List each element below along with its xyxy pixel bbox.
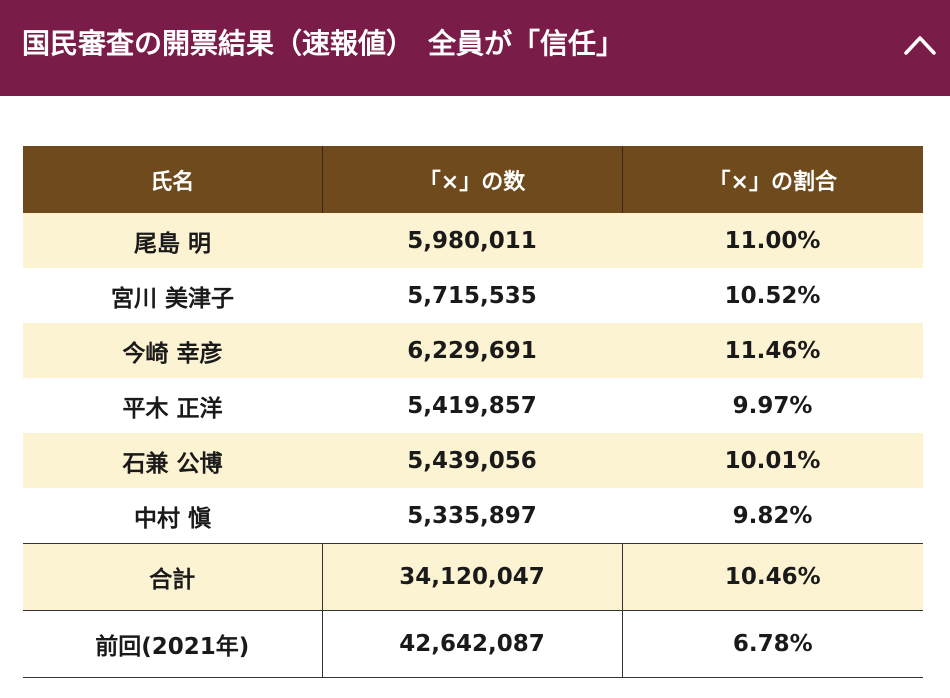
judge-name: 石兼 公博 <box>23 433 322 488</box>
x-rate: 10.52% <box>622 268 923 323</box>
previous-row: 前回(2021年) 42,642,087 6.78% <box>23 610 923 678</box>
judge-name: 平木 正洋 <box>23 378 322 433</box>
table-row: 中村 愼 5,335,897 9.82% <box>23 488 923 544</box>
x-rate: 10.01% <box>622 433 923 488</box>
collapse-button[interactable] <box>898 22 942 66</box>
column-header-rate: 「×」の割合 <box>621 146 923 213</box>
x-rate: 9.97% <box>622 378 923 433</box>
results-table: 氏名 「×」の数 「×」の割合 尾島 明 5,980,011 11.00% 宮川… <box>23 146 923 678</box>
table-row: 尾島 明 5,980,011 11.00% <box>23 213 923 268</box>
column-header-name: 氏名 <box>23 146 322 213</box>
total-row: 合計 34,120,047 10.46% <box>23 543 923 611</box>
total-rate: 10.46% <box>621 543 923 611</box>
table-row: 宮川 美津子 5,715,535 10.52% <box>23 268 923 323</box>
previous-label: 前回(2021年) <box>23 610 322 678</box>
judge-name: 宮川 美津子 <box>23 268 322 323</box>
table-header-row: 氏名 「×」の数 「×」の割合 <box>23 146 923 213</box>
column-header-count: 「×」の数 <box>321 146 622 213</box>
previous-count: 42,642,087 <box>321 610 622 678</box>
table-row: 平木 正洋 5,419,857 9.97% <box>23 378 923 433</box>
table-row: 今崎 幸彦 6,229,691 11.46% <box>23 323 923 378</box>
table-row: 石兼 公博 5,439,056 10.01% <box>23 433 923 488</box>
x-count: 5,419,857 <box>322 378 622 433</box>
x-count: 6,229,691 <box>322 323 622 378</box>
x-rate: 9.82% <box>622 488 923 544</box>
results-table-container: 氏名 「×」の数 「×」の割合 尾島 明 5,980,011 11.00% 宮川… <box>23 146 923 678</box>
x-count: 5,980,011 <box>322 213 622 268</box>
x-count: 5,715,535 <box>322 268 622 323</box>
chevron-up-icon <box>904 36 936 55</box>
judge-name: 中村 愼 <box>23 488 322 544</box>
judge-name: 尾島 明 <box>23 213 322 268</box>
x-rate: 11.46% <box>622 323 923 378</box>
x-count: 5,335,897 <box>322 488 622 544</box>
judge-name: 今崎 幸彦 <box>23 323 322 378</box>
results-header: 国民審査の開票結果（速報値） 全員が「信任」 <box>0 0 950 96</box>
total-count: 34,120,047 <box>321 543 622 611</box>
total-label: 合計 <box>23 543 322 611</box>
previous-rate: 6.78% <box>621 610 923 678</box>
x-count: 5,439,056 <box>322 433 622 488</box>
header-title: 国民審査の開票結果（速報値） 全員が「信任」 <box>22 27 625 60</box>
x-rate: 11.00% <box>622 213 923 268</box>
